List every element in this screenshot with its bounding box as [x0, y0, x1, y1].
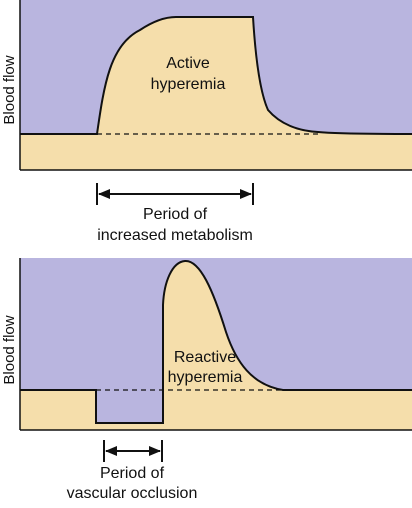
- active-hyperemia-label-line2: hyperemia: [151, 76, 226, 93]
- active-hyperemia-outline: [20, 16, 412, 135]
- top-period-label-line2: increased metabolism: [97, 227, 253, 244]
- reactive-hyperemia-label-line1: Reactive: [174, 349, 236, 366]
- top-y-axis-label: Blood flow: [1, 55, 18, 124]
- reactive-hyperemia-label-line2: hyperemia: [168, 369, 243, 386]
- active-hyperemia-panel: Blood flow Active hyperemia Period of in…: [1, 0, 412, 244]
- reactive-hyperemia-outline: [20, 259, 412, 424]
- bottom-period-label-line1: Period of: [100, 465, 165, 482]
- reactive-hyperemia-curve: [20, 260, 412, 430]
- top-period-label-line1: Period of: [143, 206, 208, 223]
- occlusion-dip: [96, 390, 163, 423]
- bottom-y-axis-label: Blood flow: [1, 315, 18, 384]
- reactive-hyperemia-panel: Blood flow Reactive hyperemia Period of …: [1, 258, 412, 502]
- bottom-period-label-line2: vascular occlusion: [67, 485, 198, 502]
- active-hyperemia-label-line1: Active: [166, 55, 210, 72]
